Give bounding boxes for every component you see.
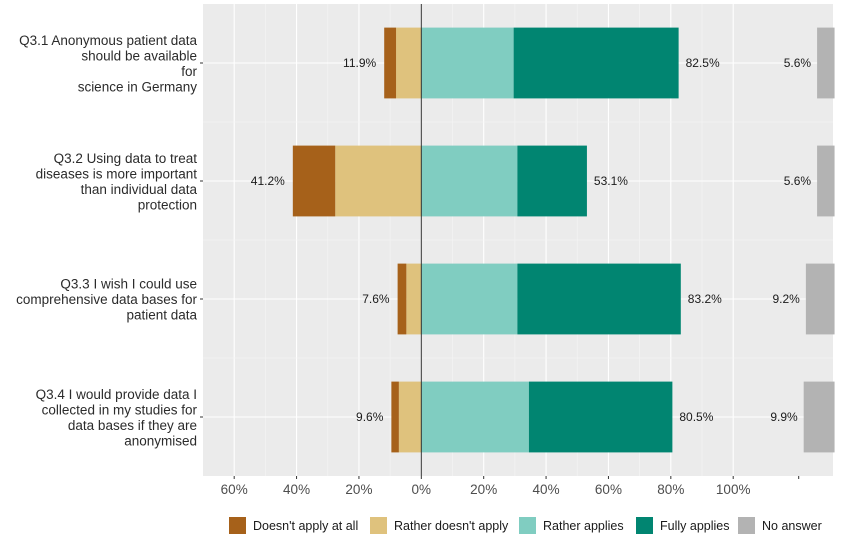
legend: Doesn't apply at all Rather doesn't apply… — [229, 517, 822, 534]
category-label-line: Q3.3 I wish I could use — [60, 277, 197, 292]
x-tick-label: 0% — [412, 482, 432, 497]
bar-segment — [292, 145, 336, 217]
x-tick-label: 40% — [283, 482, 310, 497]
x-tick-label: 80% — [657, 482, 684, 497]
bar-segment — [513, 27, 679, 99]
positive-total-label: 83.2% — [688, 292, 722, 306]
legend-swatch — [519, 517, 536, 534]
no-answer-label: 5.6% — [784, 56, 812, 70]
no-answer-bar — [805, 263, 835, 335]
legend-item: Doesn't apply at all — [229, 517, 358, 534]
bar-segment — [397, 263, 407, 335]
bar-segment — [396, 27, 422, 99]
no-answer-bar — [803, 381, 835, 453]
negative-total-label: 41.2% — [251, 174, 285, 188]
bar-segment — [421, 145, 518, 217]
category-label-line: should be available — [81, 48, 197, 63]
bar-segment — [384, 27, 397, 99]
y-axis: Q3.1 Anonymous patient data should be ava… — [16, 33, 203, 449]
legend-item: Fully applies — [636, 517, 729, 534]
bar-segment — [398, 381, 422, 453]
negative-total-label: 7.6% — [362, 292, 390, 306]
category-label: Q3.3 I wish I could use comprehensive dat… — [16, 277, 197, 323]
bar-segment — [421, 381, 529, 453]
x-tick-label: 100% — [716, 482, 751, 497]
legend-swatch — [370, 517, 387, 534]
category-label-line: Q3.1 Anonymous patient data — [19, 33, 197, 48]
category-label-line: collected in my studies for — [42, 402, 198, 417]
x-tick-label: 40% — [533, 482, 560, 497]
category-label-line: for — [181, 64, 197, 79]
no-answer-bar — [817, 145, 835, 217]
category-label-line: anonymised — [124, 433, 197, 448]
x-tick-label: 60% — [221, 482, 248, 497]
bar-segment — [421, 263, 518, 335]
legend-label: No answer — [762, 519, 822, 533]
legend-item: Rather doesn't apply — [370, 517, 509, 534]
negative-total-label: 11.9% — [343, 56, 376, 70]
legend-swatch — [229, 517, 246, 534]
negative-total-label: 9.6% — [356, 410, 384, 424]
no-answer-label: 5.6% — [784, 174, 812, 188]
x-axis: 60% 40% 20% 0% 20% 40% 60% 80% 100% — [221, 476, 800, 497]
no-answer-label: 9.9% — [770, 410, 798, 424]
category-label-line: diseases is more important — [36, 166, 198, 181]
bar-segment — [421, 27, 514, 99]
legend-item: No answer — [738, 517, 822, 534]
positive-total-label: 53.1% — [594, 174, 628, 188]
category-label-line: comprehensive data bases for — [16, 292, 197, 307]
category-label-line: science in Germany — [78, 79, 198, 94]
positive-total-label: 82.5% — [686, 56, 720, 70]
bar-segment — [517, 263, 681, 335]
category-label: Q3.1 Anonymous patient data should be ava… — [19, 33, 197, 95]
no-answer-bar — [817, 27, 835, 99]
legend-label: Rather doesn't apply — [394, 519, 509, 533]
category-label-line: Q3.4 I would provide data I — [36, 387, 197, 402]
bar-segment — [528, 381, 673, 453]
legend-label: Fully applies — [660, 519, 729, 533]
legend-item: Rather applies — [519, 517, 624, 534]
x-tick-label: 20% — [470, 482, 497, 497]
category-label-line: than individual data — [81, 182, 198, 197]
category-label-line: data bases if they are — [68, 418, 197, 433]
positive-total-label: 80.5% — [679, 410, 713, 424]
data-labels-layer: 11.9% 82.5% 5.6% 41.2% 53.1% 5.6% 7.6% 83.2% 9.2… — [251, 56, 812, 424]
category-label-line: Q3.2 Using data to treat — [54, 151, 198, 166]
legend-swatch — [738, 517, 755, 534]
bar-segment — [391, 381, 399, 453]
category-label: Q3.2 Using data to treat diseases is more… — [36, 151, 198, 213]
legend-swatch — [636, 517, 653, 534]
bar-segment — [335, 145, 422, 217]
bar-segment — [517, 145, 587, 217]
category-label-line: protection — [138, 197, 197, 212]
bar-segment — [406, 263, 422, 335]
bars-layer — [292, 27, 835, 453]
no-answer-label: 9.2% — [773, 292, 801, 306]
legend-label: Doesn't apply at all — [253, 519, 358, 533]
x-tick-label: 20% — [345, 482, 372, 497]
category-label-line: patient data — [126, 308, 197, 323]
x-tick-label: 60% — [595, 482, 622, 497]
legend-label: Rather applies — [543, 519, 624, 533]
